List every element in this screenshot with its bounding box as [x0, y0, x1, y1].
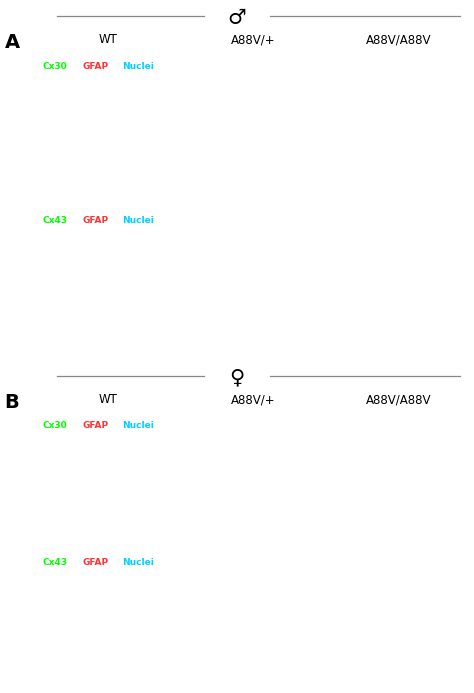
- Text: GFAP: GFAP: [82, 62, 109, 71]
- Text: GFAP: GFAP: [82, 421, 109, 430]
- Text: *: *: [426, 649, 435, 667]
- Text: *: *: [120, 600, 130, 618]
- Text: *: *: [280, 458, 290, 476]
- Text: WT: WT: [99, 33, 118, 46]
- Bar: [332, 141, 395, 202]
- Text: A88V/+: A88V/+: [231, 393, 276, 406]
- Bar: [187, 491, 249, 545]
- Text: A88V/+: A88V/+: [231, 33, 276, 46]
- Text: A: A: [5, 33, 20, 53]
- Text: A88V/A88V: A88V/A88V: [366, 33, 432, 46]
- Text: *: *: [209, 249, 219, 267]
- Text: Cx30: Cx30: [43, 62, 67, 71]
- Text: /: /: [74, 62, 77, 71]
- Text: /: /: [114, 62, 117, 71]
- Text: ♀: ♀: [229, 368, 245, 388]
- Text: B: B: [5, 393, 19, 412]
- Text: Cx43: Cx43: [43, 216, 68, 225]
- Text: GFAP: GFAP: [82, 559, 109, 568]
- Text: *: *: [249, 600, 258, 618]
- Text: *: *: [135, 309, 145, 327]
- Text: Cx30: Cx30: [43, 421, 67, 430]
- Text: Nuclei: Nuclei: [122, 216, 155, 225]
- Text: A88V/A88V: A88V/A88V: [366, 393, 432, 406]
- Text: /: /: [114, 421, 117, 430]
- Text: Nuclei: Nuclei: [122, 62, 155, 71]
- Text: *: *: [280, 78, 290, 96]
- Bar: [332, 491, 395, 545]
- Text: /: /: [74, 421, 77, 430]
- Text: Nuclei: Nuclei: [122, 421, 155, 430]
- Text: Nuclei: Nuclei: [122, 559, 155, 568]
- Text: *: *: [129, 441, 138, 459]
- Text: /: /: [74, 559, 77, 568]
- Bar: [41, 491, 104, 545]
- Text: *: *: [437, 166, 447, 184]
- Text: /: /: [74, 216, 77, 225]
- Text: *: *: [354, 518, 364, 536]
- Text: /: /: [114, 559, 117, 568]
- Text: *: *: [58, 80, 67, 98]
- Text: Cx43: Cx43: [43, 559, 68, 568]
- Text: WT: WT: [99, 393, 118, 406]
- Text: /: /: [114, 216, 117, 225]
- Bar: [41, 141, 104, 202]
- Bar: [187, 141, 249, 202]
- Text: GFAP: GFAP: [82, 216, 109, 225]
- Text: ♂: ♂: [228, 8, 246, 28]
- Text: *: *: [373, 273, 383, 291]
